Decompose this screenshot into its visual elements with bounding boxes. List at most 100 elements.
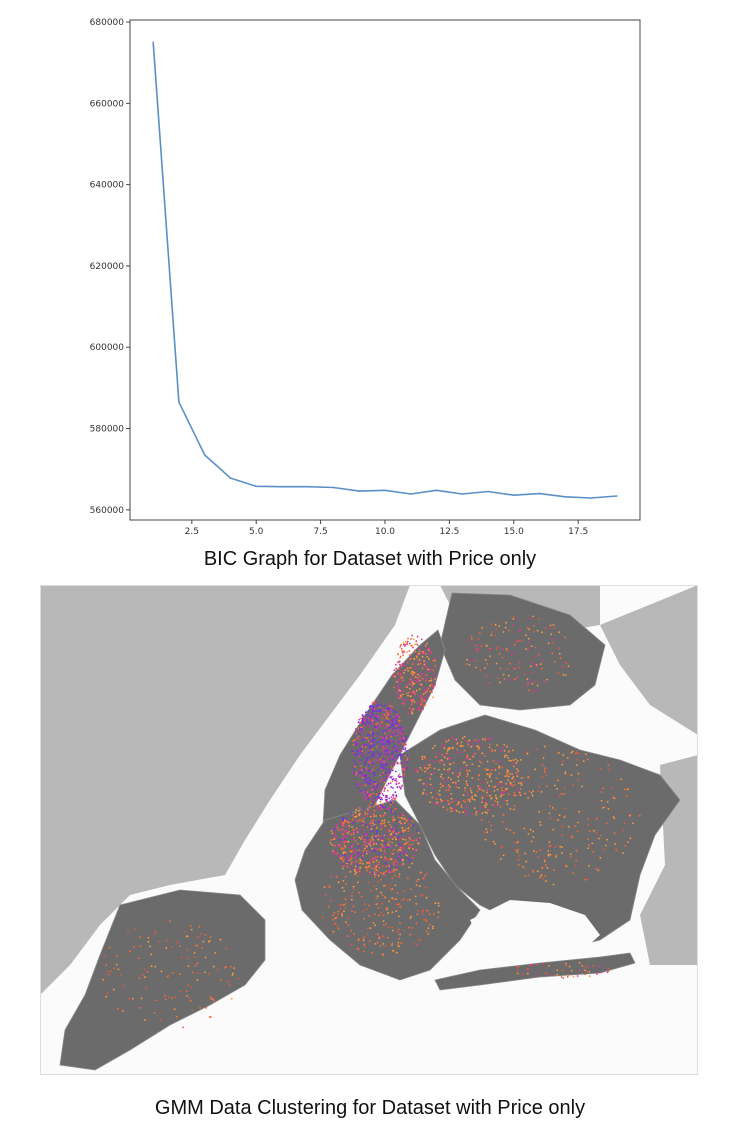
cluster-point (591, 842, 594, 845)
cluster-point (639, 814, 641, 817)
cluster-point (341, 833, 344, 835)
cluster-point (390, 827, 392, 829)
cluster-point (553, 660, 556, 663)
cluster-point (375, 859, 378, 862)
cluster-point (443, 744, 445, 746)
cluster-point (391, 707, 393, 710)
cluster-point (410, 824, 412, 827)
cluster-point (479, 669, 482, 672)
cluster-point (354, 873, 357, 876)
cluster-point (358, 870, 361, 873)
cluster-point (525, 751, 528, 753)
cluster-point (143, 968, 146, 971)
cluster-point (405, 735, 407, 738)
cluster-point (518, 666, 521, 669)
cluster-point (548, 805, 551, 808)
cluster-point (371, 710, 374, 712)
cluster-point (374, 942, 377, 945)
cluster-point (585, 965, 588, 968)
cluster-point (357, 820, 359, 823)
cluster-point (381, 798, 383, 801)
cluster-point (496, 788, 499, 791)
cluster-point (399, 859, 402, 862)
cluster-point (406, 640, 409, 643)
cluster-point (392, 746, 395, 749)
cluster-point (395, 951, 398, 954)
cluster-point (485, 828, 488, 830)
cluster-point (374, 788, 377, 791)
cluster-point (359, 760, 361, 763)
cluster-point (355, 827, 358, 830)
cluster-point (390, 810, 393, 813)
cluster-point (438, 761, 441, 764)
cluster-point (171, 972, 174, 974)
cluster-point (577, 779, 580, 782)
cluster-point (546, 678, 548, 681)
cluster-point (389, 726, 392, 728)
cluster-point (524, 852, 527, 855)
cluster-point (385, 768, 388, 770)
cluster-point (384, 755, 387, 757)
cluster-point (434, 744, 436, 747)
cluster-point (371, 768, 374, 771)
cluster-point (408, 683, 411, 686)
cluster-point (380, 828, 382, 830)
cluster-point (368, 915, 370, 917)
cluster-point (402, 652, 404, 654)
cluster-point (582, 760, 585, 762)
cluster-point (405, 765, 407, 767)
cluster-point (448, 789, 450, 791)
cluster-point (343, 844, 346, 847)
bic-data-point (461, 493, 464, 495)
cluster-point (366, 794, 368, 797)
cluster-point (370, 742, 373, 745)
cluster-point (512, 749, 514, 752)
cluster-point (490, 780, 493, 783)
cluster-point (554, 626, 556, 629)
cluster-point (481, 800, 484, 802)
cluster-point (357, 881, 359, 884)
cluster-point (381, 822, 384, 825)
cluster-point (511, 762, 514, 764)
cluster-point (393, 669, 396, 671)
cluster-point (368, 851, 371, 854)
cluster-point (549, 624, 552, 627)
cluster-point (427, 669, 430, 672)
cluster-point (358, 754, 361, 757)
cluster-point (513, 784, 516, 786)
cluster-point (374, 713, 377, 716)
cluster-point (355, 808, 358, 811)
cluster-point (481, 786, 483, 789)
cluster-point (427, 767, 429, 770)
cluster-point (384, 747, 387, 750)
cluster-point (473, 799, 476, 801)
cluster-point (593, 829, 595, 832)
cluster-point (471, 777, 474, 779)
cluster-point (440, 786, 442, 789)
cluster-point (382, 914, 385, 917)
cluster-point (368, 871, 371, 874)
cluster-point (512, 759, 515, 761)
cluster-point (370, 711, 373, 714)
cluster-point (572, 784, 575, 786)
cluster-point (445, 740, 448, 743)
cluster-point (389, 715, 392, 718)
cluster-point (569, 855, 572, 858)
cluster-point (388, 730, 391, 733)
cluster-point (422, 650, 424, 653)
cluster-point (421, 667, 424, 670)
cluster-point (393, 717, 396, 720)
cluster-point (368, 812, 371, 815)
cluster-point (361, 714, 364, 716)
cluster-point (425, 920, 428, 923)
bic-data-point (203, 454, 206, 456)
cluster-point (487, 794, 489, 797)
cluster-point (407, 637, 409, 640)
cluster-point (351, 843, 354, 846)
cluster-point (495, 762, 497, 765)
cluster-point (457, 786, 460, 789)
cluster-point (395, 794, 398, 797)
cluster-point (345, 825, 348, 828)
cluster-point (391, 841, 394, 844)
cluster-point (339, 908, 342, 910)
